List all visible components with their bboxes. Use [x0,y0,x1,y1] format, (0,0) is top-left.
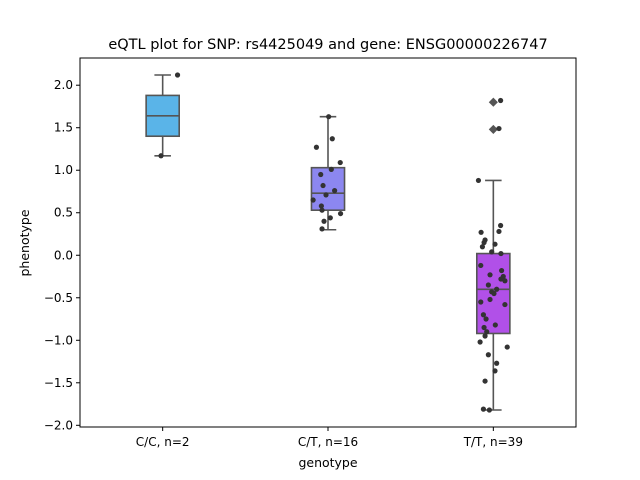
data-point [485,352,491,358]
data-point [487,296,493,303]
data-point [332,188,338,194]
data-point [318,171,324,178]
data-point [494,360,500,366]
box-iqr [310,166,346,211]
y-axis-ticks: −2.0 −1.5 −1.0 −0.5 0.0 0.5 1.0 1.5 2.0 [44,78,80,432]
x-axis-ticks: C/C, n=2 C/T, n=16 T/T, n=39 [136,427,523,449]
data-point [313,144,320,150]
data-point [319,226,325,232]
data-point [496,125,502,132]
data-point [174,72,181,78]
data-point [479,244,486,250]
chart-title: eQTL plot for SNP: rs4425049 and gene: E… [108,37,547,53]
data-point [481,239,487,246]
data-point [327,215,333,221]
data-point [482,333,488,339]
strip-points [158,72,510,413]
data-point [502,278,508,284]
y-tick-label: 1.0 [54,163,73,177]
plot-frame [79,57,577,428]
data-point [494,286,500,292]
data-point [480,312,487,318]
data-point [498,97,504,104]
data-point [489,249,495,255]
data-point [504,344,510,350]
y-tick-label: −0.5 [44,291,73,305]
data-point [483,316,489,322]
data-point [491,290,497,297]
x-tick-label: C/C, n=2 [136,435,190,449]
data-point [478,299,484,305]
outlier-marker [488,124,498,134]
y-tick-label: 2.0 [54,78,73,92]
data-point [337,210,344,217]
y-tick-label: 1.5 [54,121,73,135]
data-point [320,182,326,189]
data-point [482,378,488,384]
data-point [499,267,505,274]
data-point [492,241,498,247]
data-point [484,329,490,335]
data-point [478,262,484,269]
x-tick-label: T/T, n=39 [463,435,523,449]
data-point [481,324,487,331]
data-point [498,222,504,229]
data-point [477,339,483,345]
data-point [328,166,334,172]
data-point [321,218,327,224]
y-tick-label: −2.0 [44,418,73,432]
data-point [158,153,164,159]
data-point [475,177,482,184]
data-point [319,207,325,213]
data-point [318,203,324,209]
y-axis-label: phenotype [17,209,32,276]
x-tick-label: C/T, n=16 [298,435,358,449]
y-tick-label: −1.0 [44,333,73,347]
data-point [498,276,504,282]
data-point [486,407,492,413]
y-tick-label: 0.0 [54,248,73,262]
y-tick-label: −1.5 [44,376,73,390]
data-point [478,229,484,235]
y-tick-label: 0.5 [54,206,73,220]
data-point [485,282,491,288]
data-point [502,301,508,308]
data-point [496,228,502,235]
data-point [326,114,332,120]
data-point [492,322,498,328]
data-point [498,250,504,257]
data-point [323,192,329,198]
outlier-marker [488,97,498,107]
x-axis-label: genotype [298,455,357,470]
data-point [310,197,316,203]
data-point [480,406,487,412]
data-point [492,368,498,374]
data-point [329,136,335,142]
data-point [337,159,343,166]
data-point [487,272,493,278]
